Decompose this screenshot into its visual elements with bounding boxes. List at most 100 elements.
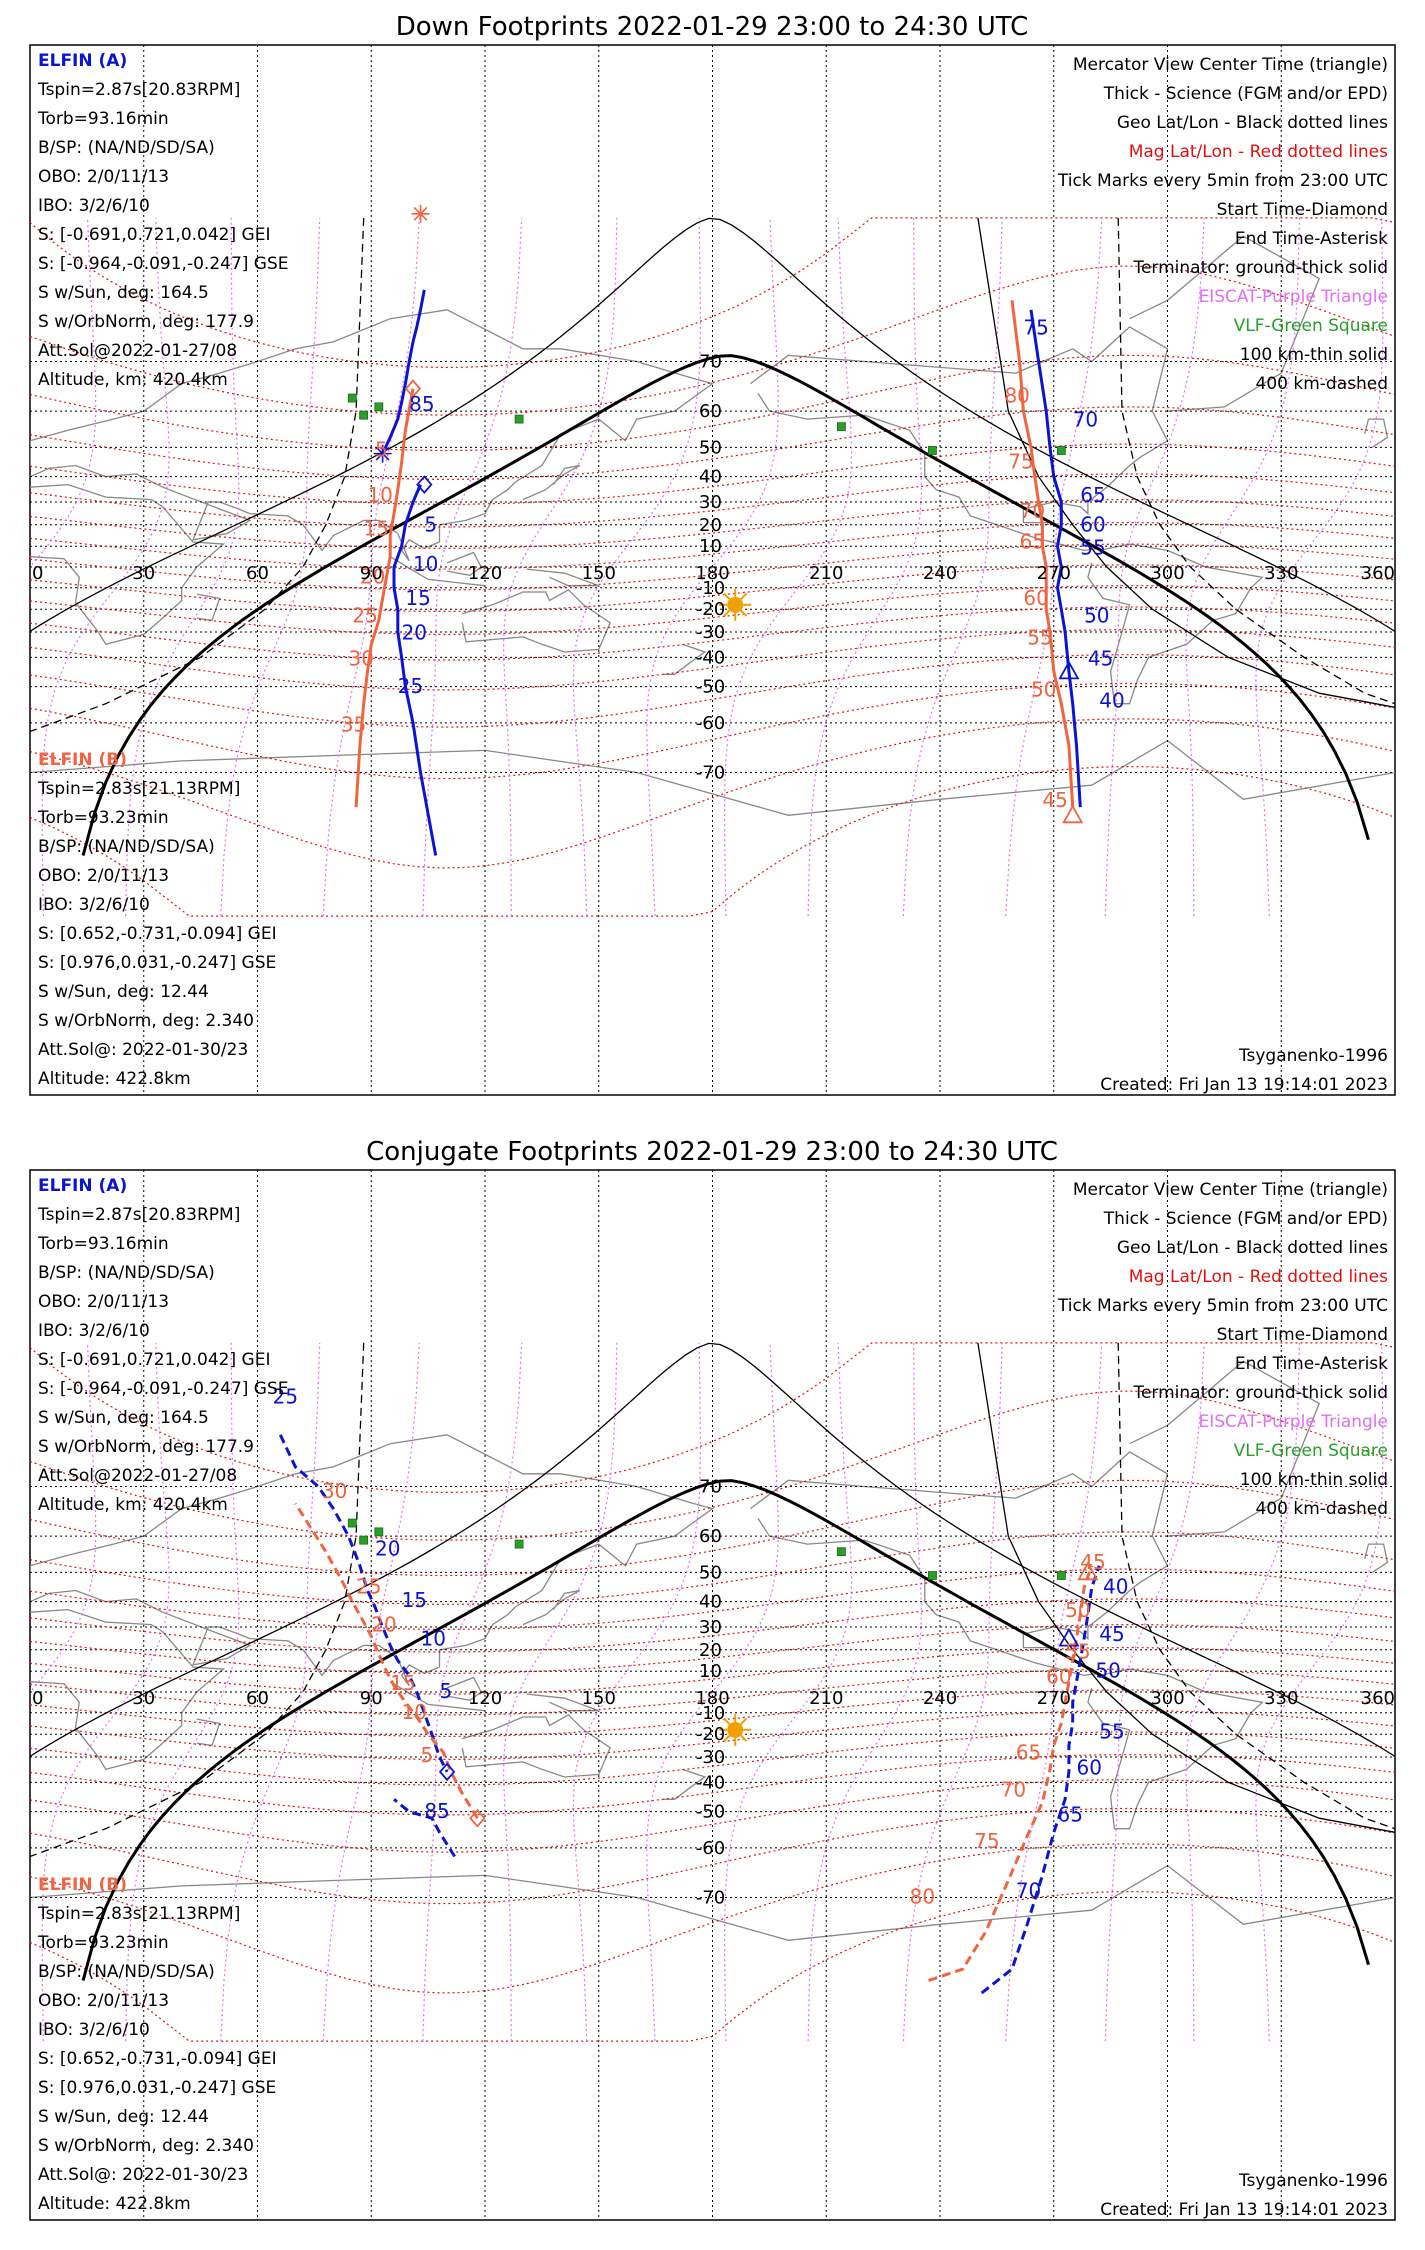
- lon-tick-label: 360: [1361, 1688, 1395, 1709]
- track-time-label: 75: [974, 1829, 999, 1853]
- vlf-site-marker: [359, 1535, 369, 1545]
- track-time-label: 15: [390, 1671, 415, 1695]
- sun-icon: [719, 1713, 752, 1746]
- lat-tick-label: 30: [699, 1617, 722, 1638]
- terminator-400km-east: [1117, 1342, 1395, 1830]
- legend-entry: End Time-Asterisk: [1235, 1354, 1388, 1374]
- lon-tick-label: 150: [582, 1688, 616, 1709]
- elfin-b-track: [1010, 300, 1075, 808]
- lat-tick-label: 20: [699, 515, 722, 536]
- track-time-label: 5: [440, 1679, 453, 1703]
- lon-tick-label: 210: [809, 563, 843, 584]
- mag-meridian: [807, 1342, 923, 2042]
- lat-tick-label: -50: [696, 677, 725, 698]
- mag-meridian: [1185, 1342, 1300, 2042]
- mag-meridian: [572, 217, 702, 917]
- lon-tick-label: 0: [32, 563, 43, 584]
- mag-parallel: [30, 1479, 1395, 1577]
- lat-tick-label: 30: [699, 492, 722, 513]
- lat-tick-label: -20: [696, 1724, 725, 1745]
- lat-tick-label: 40: [699, 467, 722, 488]
- legend-entry: VLF-Green Square: [1234, 316, 1388, 336]
- mag-parallel: [30, 1668, 1395, 1716]
- mag-meridian: [30, 1342, 97, 1693]
- elfin-a-info: IBO: 3/2/6/10: [38, 196, 150, 216]
- lat-tick-label: 60: [699, 401, 722, 422]
- track-time-label: 65: [1016, 1740, 1041, 1764]
- track-time-label: 80: [1004, 384, 1029, 408]
- mag-parallel: [30, 1531, 1395, 1605]
- mag-meridian: [1005, 217, 1103, 917]
- track-time-label: 25: [273, 1385, 298, 1409]
- mag-parallel: [30, 1646, 1395, 1695]
- lon-tick-label: 330: [1264, 1688, 1298, 1709]
- vlf-site-marker: [837, 422, 846, 432]
- lat-tick-label: -30: [696, 1747, 725, 1768]
- mag-meridian: [220, 1342, 321, 2042]
- track-time-label: 50: [1095, 1658, 1120, 1682]
- track-time-label: 65: [1080, 483, 1105, 507]
- vlf-site-marker: [347, 393, 357, 403]
- elfin-a-track: [381, 289, 426, 455]
- coastline: [30, 1864, 1395, 1941]
- vlf-site-marker: [928, 446, 937, 455]
- legend-entry: Geo Lat/Lon - Black dotted lines: [1117, 1238, 1388, 1258]
- model-label: Tsyganenko-1996: [1238, 1046, 1388, 1066]
- track-time-label: 60: [1023, 586, 1048, 610]
- legend-entry: Mag Lat/Lon - Red dotted lines: [1129, 1267, 1388, 1287]
- mag-parallel: [30, 1568, 1395, 1630]
- elfin-a-info: S: [-0.964,-0.091,-0.247] GSE: [38, 254, 289, 274]
- elfin-a-name: ELFIN (A): [38, 51, 127, 71]
- legend-entry: 400 km-dashed: [1256, 374, 1388, 394]
- track-time-label: 20: [402, 620, 427, 644]
- elfin-a-info: S w/Sun, deg: 164.5: [38, 283, 209, 303]
- elfin-a-info: Att.Sol@2022-01-27/08: [38, 341, 237, 361]
- mag-parallel: [30, 1689, 1395, 1738]
- coastline: [389, 556, 486, 587]
- legend-entry: 400 km-dashed: [1256, 1499, 1388, 1519]
- elfin-b-end-asterisk: [411, 204, 430, 223]
- elfin-a-info: OBO: 2/0/11/13: [38, 167, 169, 187]
- terminator-100km: [30, 217, 1395, 633]
- elfin-a-track: [980, 1565, 1101, 1995]
- lon-tick-label: 120: [468, 1688, 502, 1709]
- coastline: [663, 643, 707, 675]
- mag-parallel: [30, 443, 1395, 505]
- elfin-b-info: IBO: 3/2/6/10: [38, 895, 150, 915]
- track-time-label: 50: [1031, 678, 1056, 702]
- lat-tick-label: -10: [696, 578, 725, 599]
- elfin-b-name: ELFIN (B): [38, 750, 127, 770]
- track-time-label: 5: [421, 1743, 434, 1767]
- lat-tick-label: 60: [699, 1526, 722, 1547]
- legend-entry: End Time-Asterisk: [1235, 229, 1388, 249]
- vlf-site-marker: [928, 1571, 937, 1580]
- elfin-a-info: Tspin=2.87s[20.83RPM]: [37, 80, 240, 100]
- mag-parallel: [30, 521, 1395, 570]
- elfin-a-info: Torb=93.16min: [37, 1234, 169, 1254]
- lat-tick-label: -30: [696, 622, 725, 643]
- elfin-a-info: S: [-0.691,0.721,0.042] GEI: [38, 1350, 270, 1370]
- track-time-label: 20: [371, 1613, 396, 1637]
- elfin-b-name: ELFIN (B): [38, 1875, 127, 1895]
- coastline: [30, 1608, 226, 1771]
- track-time-label: 25: [356, 1574, 381, 1598]
- mag-meridian: [902, 1342, 1003, 2042]
- lat-tick-label: -10: [696, 1703, 725, 1724]
- elfin-a-info: Altitude, km: 420.4km: [38, 1495, 228, 1515]
- legend-entry: Tick Marks every 5min from 23:00 UTC: [1057, 1296, 1388, 1316]
- vlf-site-marker: [374, 1527, 384, 1537]
- legend-entry: Mag Lat/Lon - Red dotted lines: [1129, 142, 1388, 162]
- track-time-label: 25: [398, 674, 423, 698]
- mag-meridian: [572, 1342, 702, 2042]
- legend-entry: EISCAT-Purple Triangle: [1198, 1412, 1388, 1432]
- vlf-site-marker: [1056, 1571, 1066, 1580]
- created-label: Created: Fri Jan 13 19:14:01 2023: [1100, 2200, 1388, 2220]
- track-time-label: 85: [409, 392, 434, 416]
- elfin-b-center-triangle: [1077, 1561, 1099, 1581]
- mag-parallel: [30, 1890, 1395, 2042]
- panel-title: Down Footprints 2022-01-29 23:00 to 24:3…: [396, 12, 1029, 42]
- mag-parallel: [30, 354, 1395, 452]
- coastline: [30, 739, 1395, 816]
- elfin-b-start-diamond: [469, 1808, 486, 1828]
- elfin-b-info: S w/Sun, deg: 12.44: [38, 2107, 209, 2127]
